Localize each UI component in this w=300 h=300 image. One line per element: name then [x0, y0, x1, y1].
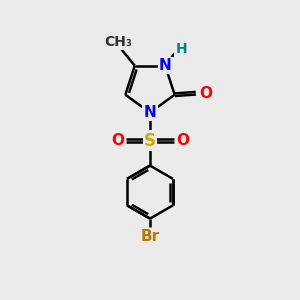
Text: O: O	[199, 86, 212, 101]
Text: S: S	[144, 132, 156, 150]
Text: CH₃: CH₃	[104, 35, 132, 49]
Text: N: N	[159, 58, 172, 73]
Text: O: O	[111, 133, 124, 148]
Text: N: N	[144, 105, 156, 120]
Text: H: H	[175, 42, 187, 56]
Text: O: O	[176, 133, 189, 148]
Text: Br: Br	[140, 229, 160, 244]
